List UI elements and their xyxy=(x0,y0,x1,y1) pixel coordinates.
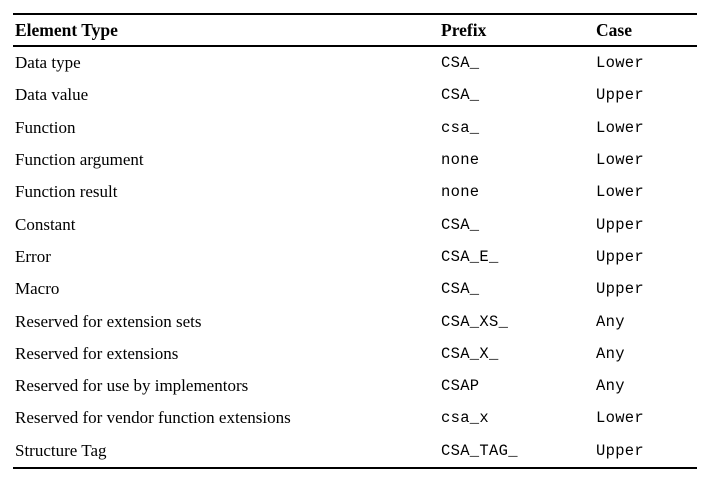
cell-prefix: CSA_ xyxy=(441,54,480,73)
cell-element-type: Reserved for extensions xyxy=(15,343,179,363)
cell-prefix: CSA_ xyxy=(441,280,480,299)
cell-prefix: csa_x xyxy=(441,409,490,428)
column-header-case: Case xyxy=(596,19,632,40)
cell-prefix: CSA_ xyxy=(441,86,480,105)
cell-case: Upper xyxy=(596,247,645,266)
cell-case: Upper xyxy=(596,280,645,299)
cell-element-type: Function xyxy=(15,117,76,137)
table-body: Data type CSA_ Lower Data value CSA_ Upper Fun… xyxy=(13,47,697,467)
table-row: Macro CSA_ Upper xyxy=(13,273,697,305)
cell-prefix: CSA_TAG_ xyxy=(441,441,518,460)
cell-prefix: none xyxy=(441,183,480,202)
cell-element-type: Function result xyxy=(15,182,118,202)
table-row: Reserved for use by implementors CSAP Any xyxy=(13,370,697,402)
cell-case: Lower xyxy=(596,409,645,428)
cell-case: Any xyxy=(596,377,625,396)
cell-element-type: Error xyxy=(15,246,51,266)
cell-prefix: CSAP xyxy=(441,377,480,396)
cell-element-type: Function argument xyxy=(15,150,144,170)
cell-case: Upper xyxy=(596,215,645,234)
table-row: Function csa_ Lower xyxy=(13,112,697,144)
cell-case: Lower xyxy=(596,183,645,202)
cell-element-type: Data type xyxy=(15,53,81,73)
cell-element-type: Macro xyxy=(15,279,60,299)
naming-conventions-table: Element Type Prefix Case Data type CSA_ Lo… xyxy=(13,13,697,469)
cell-element-type: Reserved for extension sets xyxy=(15,311,202,331)
table-row: Error CSA_E_ Upper xyxy=(13,241,697,273)
table-row: Reserved for extensions CSA_X_ Any xyxy=(13,338,697,370)
cell-prefix: CSA_ xyxy=(441,215,480,234)
cell-case: Lower xyxy=(596,54,645,73)
cell-case: Any xyxy=(596,344,625,363)
cell-prefix: CSA_X_ xyxy=(441,344,499,363)
table-row: Function argument none Lower xyxy=(13,144,697,176)
cell-case: Any xyxy=(596,312,625,331)
cell-element-type: Data value xyxy=(15,85,89,105)
cell-case: Lower xyxy=(596,118,645,137)
cell-case: Lower xyxy=(596,151,645,170)
table-row: Structure Tag CSA_TAG_ Upper xyxy=(13,435,697,467)
cell-element-type: Constant xyxy=(15,214,76,234)
cell-prefix: csa_ xyxy=(441,118,480,137)
cell-prefix: CSA_E_ xyxy=(441,247,499,266)
table-row: Constant CSA_ Upper xyxy=(13,208,697,240)
cell-case: Upper xyxy=(596,441,645,460)
cell-prefix: CSA_XS_ xyxy=(441,312,509,331)
column-header-prefix: Prefix xyxy=(441,19,487,40)
cell-element-type: Reserved for use by implementors xyxy=(15,376,249,396)
cell-element-type: Structure Tag xyxy=(15,440,107,460)
table-header-row: Element Type Prefix Case xyxy=(13,15,697,47)
table-row: Data value CSA_ Upper xyxy=(13,79,697,111)
cell-prefix: none xyxy=(441,151,480,170)
table-row: Reserved for extension sets CSA_XS_ Any xyxy=(13,305,697,337)
cell-element-type: Reserved for vendor function extensions xyxy=(15,408,291,428)
table-row: Function result none Lower xyxy=(13,176,697,208)
table-row: Data type CSA_ Lower xyxy=(13,47,697,79)
table-row: Reserved for vendor function extensions c… xyxy=(13,402,697,434)
column-header-element-type: Element Type xyxy=(15,19,118,40)
cell-case: Upper xyxy=(596,86,645,105)
